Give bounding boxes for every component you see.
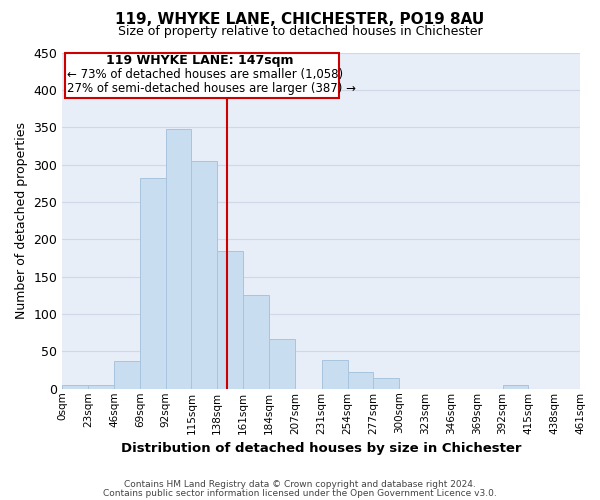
Bar: [217, 252, 243, 389]
Bar: [62, 385, 88, 389]
Bar: [373, 378, 399, 389]
Bar: [191, 161, 217, 389]
Bar: [347, 372, 373, 389]
Bar: [269, 340, 295, 389]
Y-axis label: Number of detached properties: Number of detached properties: [15, 122, 28, 319]
Bar: [503, 385, 529, 389]
Text: 27% of semi-detached houses are larger (387) →: 27% of semi-detached houses are larger (…: [67, 82, 356, 95]
X-axis label: Distribution of detached houses by size in Chichester: Distribution of detached houses by size …: [121, 442, 521, 455]
Bar: [322, 360, 347, 389]
FancyBboxPatch shape: [65, 52, 339, 98]
Text: 119 WHYKE LANE: 147sqm: 119 WHYKE LANE: 147sqm: [106, 54, 293, 67]
Text: Contains public sector information licensed under the Open Government Licence v3: Contains public sector information licen…: [103, 488, 497, 498]
Bar: [114, 361, 140, 389]
Text: Contains HM Land Registry data © Crown copyright and database right 2024.: Contains HM Land Registry data © Crown c…: [124, 480, 476, 489]
Bar: [140, 178, 166, 389]
Text: ← 73% of detached houses are smaller (1,058): ← 73% of detached houses are smaller (1,…: [67, 68, 344, 80]
Bar: [88, 385, 114, 389]
Text: Size of property relative to detached houses in Chichester: Size of property relative to detached ho…: [118, 25, 482, 38]
Text: 119, WHYKE LANE, CHICHESTER, PO19 8AU: 119, WHYKE LANE, CHICHESTER, PO19 8AU: [115, 12, 485, 28]
Bar: [243, 296, 269, 389]
Bar: [166, 130, 191, 389]
